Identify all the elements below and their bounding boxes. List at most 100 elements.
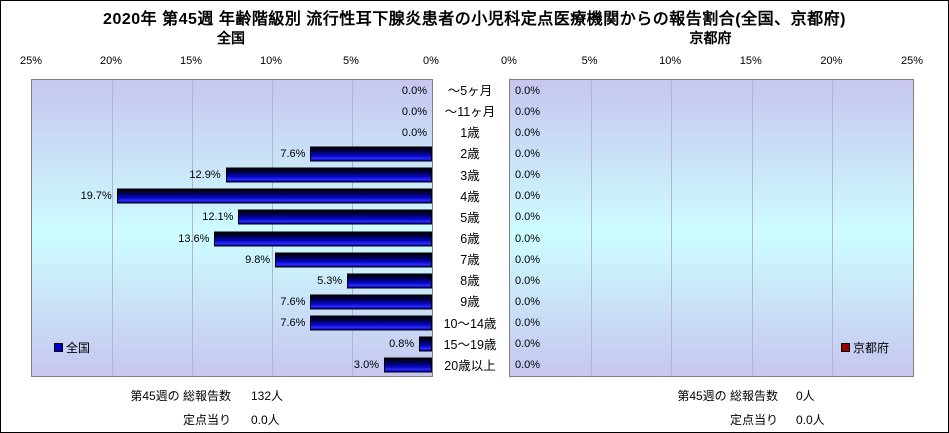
gridline [671,80,673,376]
data-bar [275,252,432,268]
axis-tick-label: 20% [820,55,843,67]
data-bar [310,315,432,331]
bar-row: 0.0% [510,143,913,164]
axis-tick-label: 0% [423,55,439,67]
left-chart-subtitle: 全国 [217,30,245,46]
bar-row: 0.0% [510,334,913,355]
national-legend-swatch-icon [54,343,63,352]
axis-tick-label: 5% [581,55,598,67]
value-label: 5.3% [317,274,343,287]
axis-tick-label: 20% [99,55,123,67]
category-label: 5歳 [460,210,480,225]
bar-row: 0.0% [510,80,913,101]
value-label: 12.1% [202,211,234,224]
right-per-sentinel-label: 定点当り [729,413,778,427]
value-label: 0.0% [515,295,541,308]
right-legend-label: 京都府 [852,341,889,355]
bar-row: 13.6% [32,228,432,249]
left-per-sentinel-label: 定点当り [182,413,231,427]
value-label: 13.6% [178,232,210,245]
bar-row: 0.0% [32,122,432,143]
data-bar [384,357,432,373]
category-label: 2歳 [460,147,480,162]
bar-row: 0.8% [32,334,432,355]
value-label: 0.0% [515,359,541,372]
axis-tick-label: 0% [501,55,517,67]
page-title: 2020年 第45週 年齢階級別 流行性耳下腺炎患者の小児科定点医療機関からの報… [103,11,846,28]
bar-row: 0.0% [510,101,913,122]
bar-row: 5.3% [32,270,432,291]
value-label: 0.0% [515,317,541,330]
bar-row: 7.6% [32,313,432,334]
right-axis-ticks: 0% 5% 10% 15% 20% 25% [501,55,923,69]
bar-row: 9.8% [32,249,432,270]
value-label: 0.0% [515,338,541,351]
data-bar [347,273,432,289]
category-label: 1歳 [460,126,480,141]
category-label: 8歳 [460,274,480,289]
axis-tick-label: 15% [739,55,762,67]
value-label: 0.0% [515,190,541,203]
category-label: 15～19歳 [443,337,497,352]
value-label: 0.0% [515,211,541,224]
bar-row: 0.0% [510,165,913,186]
axis-tick-label: 25% [900,55,924,67]
data-bar [238,209,432,225]
bar-row: 19.7% [32,186,432,207]
right-legend: 京都府 [840,339,889,356]
data-bar [116,188,432,204]
value-label: 7.6% [280,295,306,308]
bar-row: 0.0% [510,207,913,228]
left-legend-label: 全国 [66,341,91,355]
right-plot-area: 京都府 0.0% 0.0% 0.0% 0.0% 0.0% 0.0% 0.0% 0.0% 0.0%… [509,79,914,377]
value-label: 7.6% [280,147,306,160]
bar-row: 7.6% [32,291,432,312]
category-label: 3歳 [460,168,480,183]
right-per-sentinel-value: 0.0人 [796,413,825,427]
data-bar [225,167,432,183]
value-label: 0.0% [515,147,541,160]
gridline [352,80,353,376]
right-chart-subtitle: 京都府 [689,30,732,46]
category-label: 20歳以上 [444,358,496,373]
kyoto-legend-swatch-icon [840,343,850,352]
bar-row: 0.0% [510,122,913,143]
category-label: ～11ヶ月 [444,105,496,120]
gridline [832,80,834,376]
gridline [112,80,113,376]
left-plot-area: 全国 0.0% 0.0% 0.0% 7.6% 12.9% 19.7% 12.1% 13.6% 9… [31,79,433,377]
value-label: 9.8% [245,253,271,266]
bar-row: 0.0% [510,228,913,249]
data-bar [310,294,432,310]
axis-tick-label: 10% [659,55,682,67]
category-label: 4歳 [460,189,480,204]
axis-tick-label: 10% [259,55,283,67]
value-label: 0.0% [401,84,427,97]
value-label: 0.0% [515,126,541,139]
category-axis-labels: ～5ヶ月 ～11ヶ月 1歳 2歳 3歳 4歳 5歳 6歳 7歳 8歳 9歳 10～14歳 15～19歳 2… [431,79,509,375]
left-total-reports-value: 132人 [251,389,284,403]
category-label: 7歳 [460,253,480,268]
value-label: 0.0% [515,105,541,118]
axis-tick-label: 5% [343,55,359,67]
value-label: 7.6% [280,317,306,330]
value-label: 0.0% [515,253,541,266]
bar-row: 0.0% [510,291,913,312]
gridline [192,80,193,376]
bar-row: 0.0% [510,270,913,291]
gridline [590,80,592,376]
bar-row: 0.0% [510,186,913,207]
value-label: 0.0% [401,126,427,139]
left-legend: 全国 [54,339,90,356]
right-total-reports-value: 0人 [796,389,815,403]
value-label: 12.9% [189,169,221,182]
value-label: 19.7% [80,190,112,203]
bar-row: 0.0% [32,101,432,122]
bar-row: 0.0% [510,355,913,376]
data-bar [310,146,432,162]
bar-row: 0.0% [32,80,432,101]
value-label: 0.0% [515,274,541,287]
left-per-sentinel-value: 0.0人 [251,413,280,427]
left-axis-ticks: 25% 20% 15% 10% 5% 0% [20,55,439,69]
